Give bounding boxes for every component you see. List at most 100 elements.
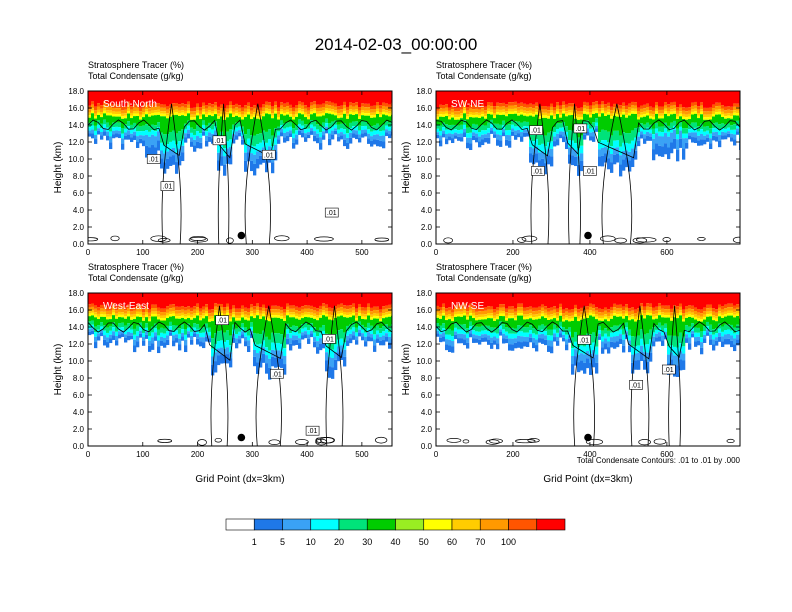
tracer-cell — [370, 311, 374, 315]
tracer-cell — [541, 115, 545, 118]
x-tick-label: 500 — [355, 248, 369, 257]
tracer-cell — [286, 102, 290, 107]
tracer-cell — [613, 130, 617, 141]
tracer-cell — [724, 311, 728, 315]
tracer-cell — [559, 127, 563, 132]
tracer-cell — [283, 309, 287, 313]
tracer-cell — [352, 331, 356, 336]
tracer-cell — [361, 316, 365, 319]
y-tick-label: 6.0 — [73, 391, 85, 400]
tracer-cell — [358, 303, 362, 308]
tracer-cell — [319, 315, 323, 318]
tracer-cell — [349, 111, 353, 115]
tracer-cell — [157, 307, 161, 311]
tracer-cell — [499, 109, 503, 113]
tracer-cell — [277, 119, 281, 127]
tracer-cell — [721, 306, 725, 310]
tracer-cell — [490, 332, 494, 338]
tracer-cell — [481, 314, 485, 317]
tracer-cell — [718, 336, 722, 342]
tracer-cell — [520, 102, 524, 107]
tracer-cell — [349, 122, 353, 129]
y-axis-label: Height (km) — [53, 344, 64, 396]
tracer-cell — [511, 318, 515, 328]
tracer-cell — [274, 293, 278, 306]
tracer-cell — [373, 345, 377, 352]
tracer-cell — [664, 133, 668, 144]
tracer-cell — [691, 309, 695, 313]
tracer-cell — [715, 127, 719, 132]
tracer-cell — [562, 127, 566, 132]
tracer-cell — [310, 315, 314, 318]
tracer-cell — [496, 106, 500, 110]
svg-text:.01: .01 — [585, 168, 595, 175]
tracer-cell — [199, 341, 203, 347]
tracer-cell — [667, 91, 671, 105]
tracer-cell — [508, 344, 512, 351]
tracer-cell — [499, 115, 503, 125]
tracer-cell — [142, 125, 146, 132]
x-tick-label: 600 — [660, 248, 674, 257]
tracer-cell — [616, 336, 620, 342]
tracer-cell — [625, 327, 629, 332]
tracer-cell — [229, 312, 233, 317]
svg-text:.01: .01 — [272, 371, 282, 378]
tracer-cell — [292, 133, 296, 139]
tracer-cell — [334, 128, 338, 131]
tracer-cell — [355, 308, 359, 313]
tracer-cell — [166, 312, 170, 316]
tracer-cell — [682, 313, 686, 317]
tracer-cell — [232, 317, 236, 325]
tracer-cell — [478, 109, 482, 113]
tracer-cell — [475, 308, 479, 312]
tracer-cell — [121, 113, 125, 117]
tracer-cell — [184, 104, 188, 108]
tracer-cell — [241, 111, 245, 115]
tracer-cell — [163, 104, 167, 108]
tracer-cell — [217, 355, 221, 366]
tracer-cell — [661, 136, 665, 147]
tracer-cell — [172, 109, 176, 113]
tracer-cell — [253, 318, 257, 333]
tracer-cell — [565, 113, 569, 117]
tracer-cell — [232, 117, 236, 125]
tracer-cell — [682, 353, 686, 361]
tracer-cell — [145, 114, 149, 125]
tracer-cell — [172, 307, 176, 311]
tracer-cell — [682, 116, 686, 120]
tracer-cell — [487, 132, 491, 138]
tracer-cell — [715, 102, 719, 107]
tracer-cell — [709, 339, 713, 345]
tracer-cell — [478, 136, 482, 142]
tracer-cell — [652, 316, 656, 320]
tracer-cell — [451, 124, 455, 130]
tracer-cell — [493, 320, 497, 328]
tracer-cell — [142, 117, 146, 126]
tracer-cell — [487, 306, 491, 310]
tracer-cell — [112, 113, 116, 117]
tracer-cell — [700, 102, 704, 106]
tracer-cell — [196, 91, 200, 104]
tracer-cell — [622, 310, 626, 314]
tracer-cell — [313, 110, 317, 114]
tracer-cell — [190, 311, 194, 315]
tracer-cell — [577, 315, 581, 319]
tracer-cell — [259, 149, 263, 156]
tracer-cell — [199, 311, 203, 316]
tracer-cell — [601, 318, 605, 321]
tracer-cell — [229, 91, 233, 102]
tracer-cell — [277, 131, 281, 136]
tracer-cell — [622, 112, 626, 115]
colorbar-swatch — [366, 518, 396, 531]
tracer-cell — [196, 136, 200, 142]
tracer-cell — [649, 329, 653, 340]
tracer-cell — [190, 293, 194, 308]
tracer-cell — [121, 91, 125, 107]
tracer-cell — [472, 128, 476, 133]
tracer-cell — [631, 346, 635, 355]
tracer-cell — [148, 293, 152, 310]
tracer-cell — [379, 108, 383, 113]
tracer-cell — [280, 310, 284, 314]
tracer-cell — [709, 111, 713, 115]
tracer-cell — [94, 91, 98, 107]
